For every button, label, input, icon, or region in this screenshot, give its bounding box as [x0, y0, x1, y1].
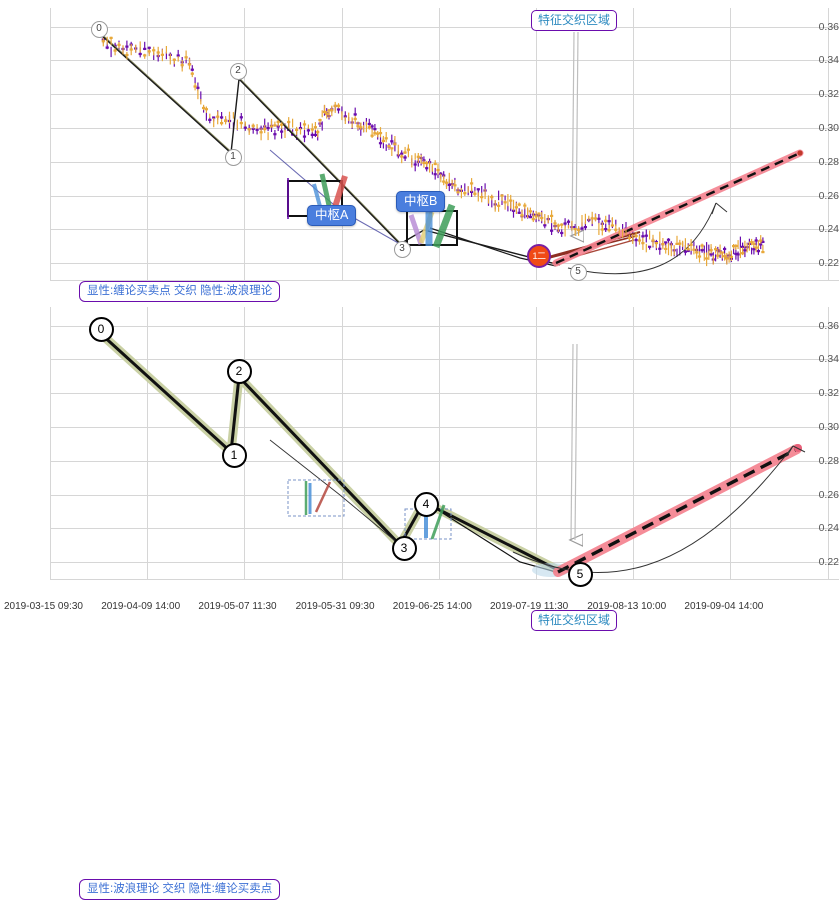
- gridline-horizontal: [50, 60, 839, 62]
- x-axis-tick: 2019-06-25 14:00: [392, 601, 472, 612]
- gridline-vertical: [828, 307, 829, 579]
- gridline-vertical: [730, 8, 731, 280]
- y-axis-tick: 0.26: [818, 189, 839, 202]
- candlesticks-bottom: [101, 36, 765, 267]
- wave-marker-2[interactable]: 2: [229, 62, 247, 80]
- gridline-horizontal: [50, 26, 839, 28]
- y-axis-tick: 0.28: [818, 454, 839, 467]
- gridline-horizontal: [50, 359, 839, 361]
- gridline-horizontal: [50, 562, 839, 564]
- pivot-label-中枢B[interactable]: 中枢B: [396, 191, 446, 213]
- y-axis-tick: 0.30: [818, 420, 839, 433]
- wave-marker-5[interactable]: 5: [569, 263, 587, 281]
- gridline-horizontal: [50, 460, 839, 462]
- gridline-vertical: [439, 307, 440, 579]
- gridline-horizontal: [50, 94, 839, 96]
- trend-highlight-top: [552, 149, 804, 267]
- wave-path-bottom: [98, 331, 562, 573]
- wave-marker-4[interactable]: 4: [413, 491, 439, 517]
- y-axis-tick: 0.34: [818, 353, 839, 366]
- gridline-vertical: [730, 307, 731, 579]
- wave-marker-2[interactable]: 2: [226, 358, 252, 384]
- gridline-horizontal: [50, 280, 839, 281]
- gridline-vertical: [536, 307, 537, 579]
- plot-area-bottom: [50, 307, 839, 580]
- x-axis-tick: 2019-05-07 11:30: [198, 601, 277, 612]
- gridline-vertical: [50, 307, 51, 579]
- x-axis-tick: 2019-07-19 11:30: [490, 601, 569, 612]
- panel-top: 0.36 0.34 0.32 0.30 0.28 0.26 0.24 0.22: [0, 0, 839, 303]
- candlesticks-top: [101, 35, 765, 265]
- y-axis-tick: 0.30: [818, 121, 839, 134]
- gridline-vertical: [439, 8, 440, 280]
- legend-bottom[interactable]: 显性:波浪理论 交织 隐性:缠论买卖点: [79, 879, 281, 900]
- pivot-label-中枢A[interactable]: 中枢A: [307, 205, 357, 227]
- gridline-horizontal: [50, 528, 839, 530]
- x-axis-tick: 2019-08-13 10:00: [587, 601, 667, 612]
- y-axis-tick: 0.32: [818, 88, 839, 101]
- gridline-vertical: [828, 8, 829, 280]
- x-axis-tick: 2019-03-15 09:30: [4, 601, 83, 612]
- gridline-horizontal: [50, 127, 839, 129]
- zone-callout-top[interactable]: 特征交织区域: [531, 10, 618, 32]
- zone-callout-bottom[interactable]: 特征交织区域: [531, 610, 618, 632]
- y-axis-tick: 0.34: [818, 54, 839, 67]
- y-axis-tick: 0.28: [818, 155, 839, 168]
- pivot-box-a-bottom: [287, 479, 345, 517]
- wave-marker-0[interactable]: 0: [90, 20, 108, 38]
- y-axis-tick: 0.26: [818, 488, 839, 501]
- wave-marker-0[interactable]: 0: [88, 316, 114, 342]
- y-axis-tick: 0.36: [818, 319, 839, 332]
- gridline-vertical: [633, 307, 634, 579]
- gridline-vertical: [50, 8, 51, 280]
- gridline-horizontal: [50, 579, 839, 580]
- gridline-vertical: [342, 307, 343, 579]
- gridline-horizontal: [50, 325, 839, 327]
- x-axis-tick: 2019-09-04 14:00: [684, 601, 764, 612]
- panel-bottom: 0.36 0.34 0.32 0.30 0.28 0.26 0.24 0.22: [0, 36, 839, 900]
- gridline-vertical: [342, 8, 343, 280]
- trend-dash-bottom: [557, 447, 798, 574]
- zone-arrow-bottom: [571, 343, 573, 540]
- chart-lines-top: [99, 31, 804, 275]
- gridline-vertical: [536, 8, 537, 280]
- wave-marker-1[interactable]: 1: [221, 442, 247, 468]
- y-axis-tick: 0.24: [818, 223, 839, 236]
- gridline-vertical: [244, 8, 245, 280]
- y-axis-tick: 0.24: [818, 522, 839, 535]
- chart-lines-bottom: [95, 36, 806, 577]
- wave-marker-1[interactable]: 1: [224, 148, 242, 166]
- x-axis-tick: 2019-05-31 09:30: [295, 601, 375, 612]
- y-axis-tick: 0.36: [818, 20, 839, 33]
- gridline-vertical: [244, 307, 245, 579]
- gridline-horizontal: [50, 494, 839, 496]
- gridline-vertical: [633, 8, 634, 280]
- gridline-vertical: [147, 307, 148, 579]
- gridline-horizontal: [50, 263, 839, 265]
- wave-marker-5[interactable]: 5: [567, 561, 593, 587]
- buy-point-marker[interactable]: 1二: [527, 244, 551, 268]
- y-axis-tick: 0.22: [818, 556, 839, 569]
- wave-path-top: [99, 33, 561, 266]
- gridline-horizontal: [50, 393, 839, 395]
- gridline-horizontal: [50, 161, 839, 163]
- zone-arrow-top: [572, 31, 574, 236]
- x-axis-tick: 2019-04-09 14:00: [101, 601, 181, 612]
- wave-marker-3[interactable]: 3: [391, 535, 417, 561]
- legend-top[interactable]: 显性:缠论买卖点 交织 隐性:波浪理论: [79, 281, 281, 303]
- gridline-vertical: [147, 8, 148, 280]
- y-axis-tick: 0.22: [818, 257, 839, 270]
- wave-marker-3[interactable]: 3: [393, 240, 411, 258]
- y-axis-tick: 0.32: [818, 387, 839, 400]
- gridline-horizontal: [50, 426, 839, 428]
